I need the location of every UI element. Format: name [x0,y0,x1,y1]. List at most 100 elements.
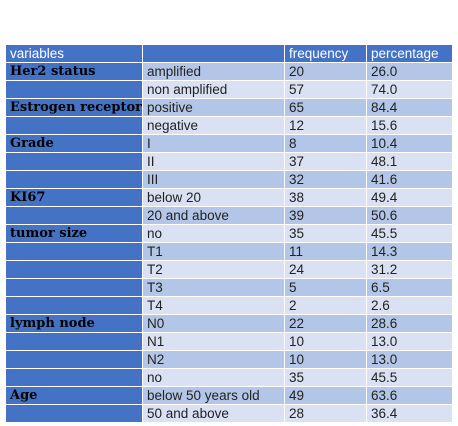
category-cell: III [142,170,286,189]
category-cell: below 50 years old [142,386,286,405]
variable-cell [4,296,144,315]
table-row: Estrogen receptor positive 65 84.4 [4,98,454,117]
category-cell: positive [142,98,286,117]
frequency-cell: 38 [284,188,368,207]
table-row: N2 10 13.0 [4,350,454,369]
percentage-cell: 48.1 [366,152,454,171]
category-cell: 20 and above [142,206,286,225]
percentage-cell: 84.4 [366,98,454,117]
frequency-cell: 2 [284,296,368,315]
table-row: non amplified 57 74.0 [4,80,454,99]
table-row: KI67 below 20 38 49.4 [4,188,454,207]
table-row: T3 5 6.5 [4,278,454,297]
frequency-cell: 22 [284,314,368,333]
percentage-cell: 31.2 [366,260,454,279]
header-cell-blank [142,44,286,63]
category-cell: below 20 [142,188,286,207]
category-cell: T1 [142,242,286,261]
table-row: T4 2 2.6 [4,296,454,315]
frequency-cell: 37 [284,152,368,171]
variable-cell [4,116,144,135]
frequency-cell: 20 [284,62,368,81]
percentage-cell: 28.6 [366,314,454,333]
percentage-cell: 45.5 [366,224,454,243]
frequency-cell: 39 [284,206,368,225]
category-cell: T3 [142,278,286,297]
category-cell: T4 [142,296,286,315]
table-row: Grade I 8 10.4 [4,134,454,153]
percentage-cell: 15.6 [366,116,454,135]
variable-cell: Her2 status [4,62,144,81]
table-row: III 32 41.6 [4,170,454,189]
percentage-cell: 49.4 [366,188,454,207]
category-cell: no [142,224,286,243]
table-row: Age below 50 years old 49 63.6 [4,386,454,405]
percentage-cell: 41.6 [366,170,454,189]
frequency-cell: 28 [284,404,368,423]
frequency-cell: 10 [284,350,368,369]
variable-cell: Grade [4,134,144,153]
table-row: 50 and above 28 36.4 [4,404,454,423]
table-row: Her2 status amplified 20 26.0 [4,62,454,81]
variable-cell: lymph node [4,314,144,333]
percentage-cell: 6.5 [366,278,454,297]
category-cell: I [142,134,286,153]
percentage-cell: 45.5 [366,368,454,387]
variable-cell: tumor size [4,224,144,243]
table-row: 20 and above 39 50.6 [4,206,454,225]
frequency-cell: 65 [284,98,368,117]
variable-cell [4,170,144,189]
table-row: tumor size no 35 45.5 [4,224,454,243]
variable-cell [4,278,144,297]
category-cell: T2 [142,260,286,279]
category-cell: N2 [142,350,286,369]
table-row: N1 10 13.0 [4,332,454,351]
variable-cell [4,206,144,225]
frequency-cell: 35 [284,224,368,243]
variable-cell [4,152,144,171]
category-cell: amplified [142,62,286,81]
variable-cell [4,404,144,423]
category-cell: no [142,368,286,387]
frequency-cell: 12 [284,116,368,135]
frequency-cell: 57 [284,80,368,99]
header-cell-frequency: frequency [284,44,368,63]
variable-cell [4,260,144,279]
frequency-cell: 24 [284,260,368,279]
table-row: II 37 48.1 [4,152,454,171]
frequency-cell: 10 [284,332,368,351]
variable-cell: Age [4,386,144,405]
variable-cell: KI67 [4,188,144,207]
table-row: negative 12 15.6 [4,116,454,135]
percentage-cell: 26.0 [366,62,454,81]
header-row: variables frequency percentage [4,44,454,63]
category-cell: N1 [142,332,286,351]
variable-cell [4,242,144,261]
category-cell: negative [142,116,286,135]
frequency-cell: 11 [284,242,368,261]
table-body: variables frequency percentage Her2 stat… [4,44,454,423]
table-row: no 35 45.5 [4,368,454,387]
percentage-cell: 13.0 [366,350,454,369]
category-cell: 50 and above [142,404,286,423]
variable-cell [4,332,144,351]
percentage-cell: 10.4 [366,134,454,153]
percentage-cell: 74.0 [366,80,454,99]
variable-cell [4,80,144,99]
percentage-cell: 2.6 [366,296,454,315]
percentage-cell: 36.4 [366,404,454,423]
variable-cell [4,350,144,369]
category-cell: II [142,152,286,171]
frequency-cell: 49 [284,386,368,405]
table-row: lymph node N0 22 28.6 [4,314,454,333]
frequency-cell: 5 [284,278,368,297]
percentage-cell: 50.6 [366,206,454,225]
percentage-cell: 63.6 [366,386,454,405]
table-row: T1 11 14.3 [4,242,454,261]
frequency-cell: 35 [284,368,368,387]
table-row: T2 24 31.2 [4,260,454,279]
percentage-cell: 14.3 [366,242,454,261]
header-cell-variables: variables [4,44,144,63]
category-cell: N0 [142,314,286,333]
category-cell: non amplified [142,80,286,99]
